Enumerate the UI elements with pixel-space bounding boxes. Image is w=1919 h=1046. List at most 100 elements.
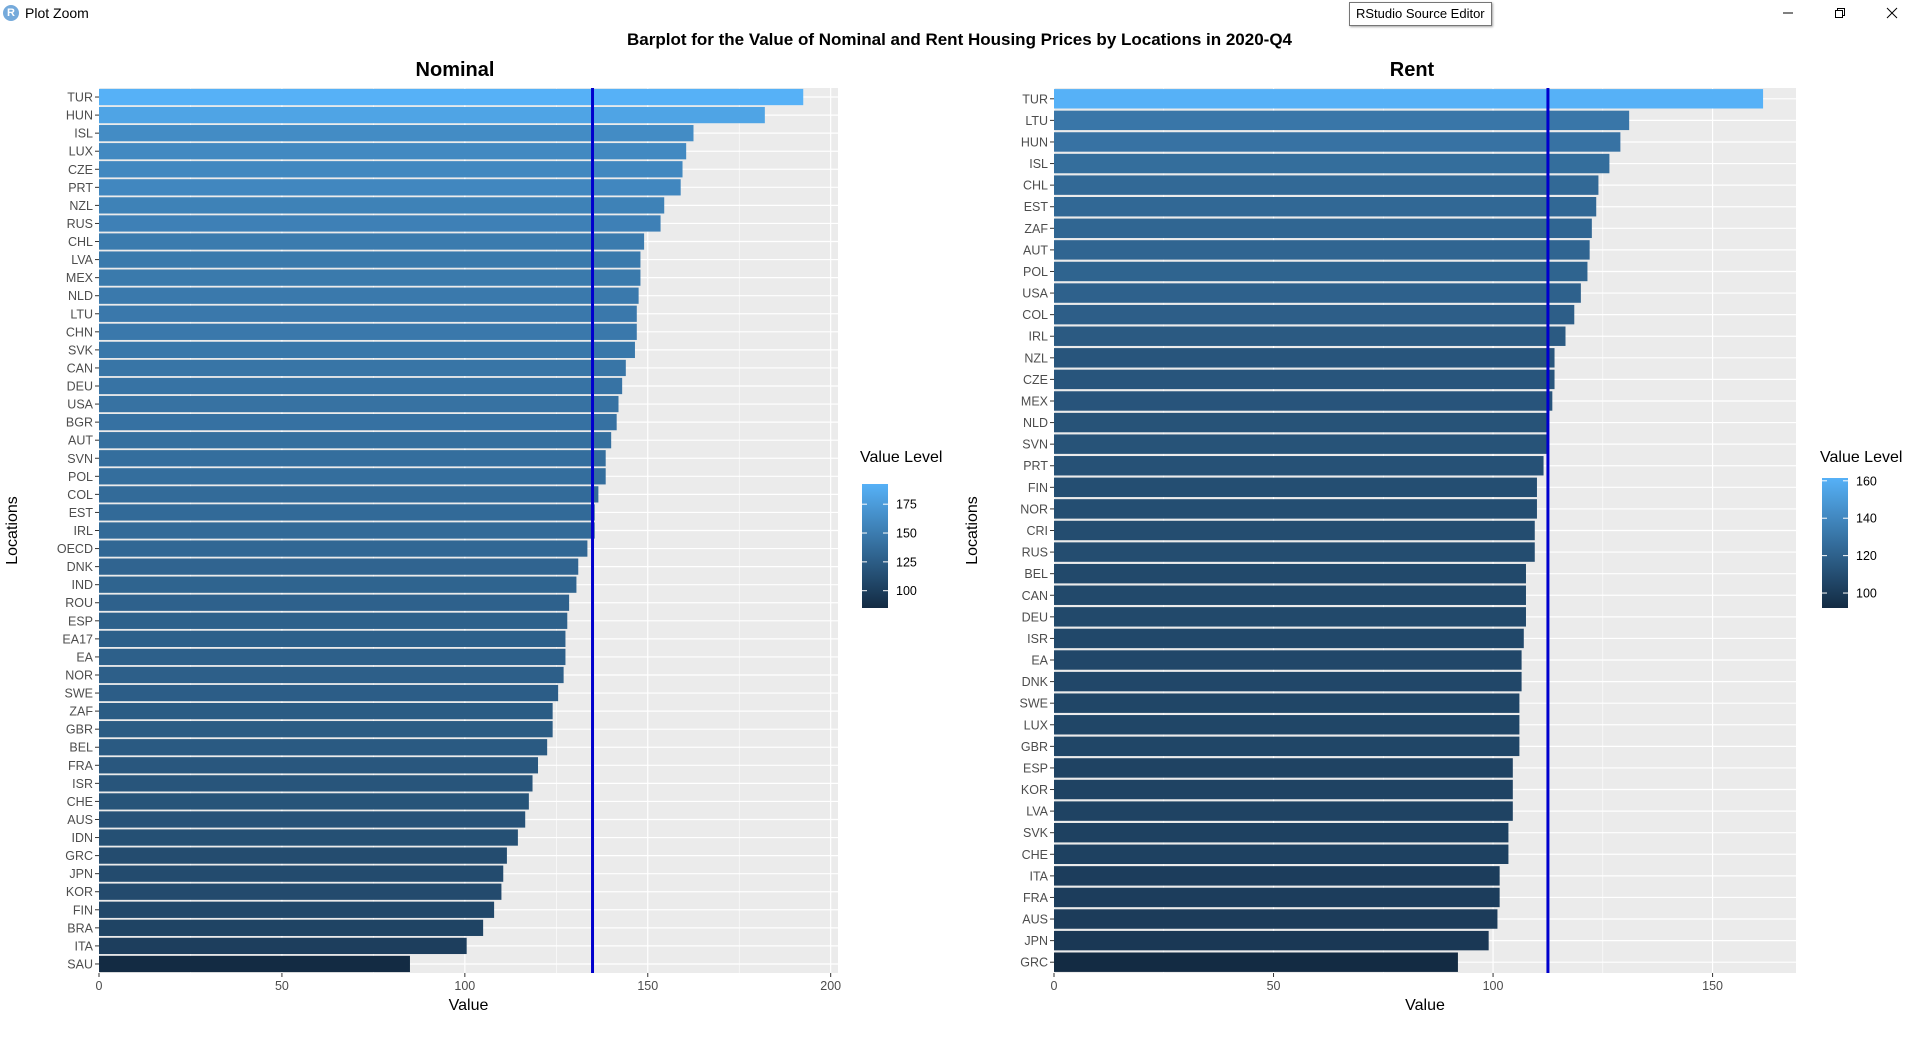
rent-ytick-label: BEL <box>1024 567 1048 581</box>
nominal-legend-label: 175 <box>896 498 917 512</box>
rent-ytick-label: KOR <box>1021 783 1048 797</box>
rent-ytick-label: NZL <box>1024 351 1048 365</box>
rent-xtick-label: 0 <box>1051 979 1058 993</box>
rent-bar-aut <box>1054 240 1590 260</box>
nominal-bar-mex <box>99 269 641 286</box>
nominal-panel-title: Nominal <box>416 59 495 81</box>
rent-x-axis-title: Value <box>1405 997 1445 1014</box>
rent-ytick-label: AUT <box>1023 243 1048 257</box>
nominal-bar-est <box>99 504 595 521</box>
nominal-bar-bel <box>99 739 548 756</box>
nominal-ytick-label: EA17 <box>62 632 93 646</box>
nominal-ytick-label: DNK <box>67 560 94 574</box>
nominal-ytick-label: IDN <box>71 831 93 845</box>
rent-ytick-label: AUS <box>1022 913 1048 927</box>
rent-bar-hun <box>1054 132 1621 152</box>
rent-bar-can <box>1054 585 1526 605</box>
nominal-xtick-label: 0 <box>96 979 103 993</box>
nominal-bar-idn <box>99 829 518 846</box>
rstudio-icon: R <box>3 5 19 21</box>
nominal-ytick-label: SVN <box>67 452 93 466</box>
rent-ytick-label: USA <box>1022 287 1048 301</box>
rent-ytick-label: CRI <box>1026 524 1048 538</box>
restore-button[interactable] <box>1817 0 1863 26</box>
nominal-bar-ita <box>99 937 467 955</box>
window-title: Plot Zoom <box>25 5 89 21</box>
nominal-bar-nld <box>99 287 639 304</box>
rent-legend-label: 140 <box>1856 512 1877 526</box>
nominal-bar-fra <box>99 757 539 774</box>
rent-ytick-label: RUS <box>1022 546 1048 560</box>
nominal-ytick-label: HUN <box>66 109 93 123</box>
rent-bar-gbr <box>1054 736 1520 757</box>
nominal-ytick-label: FRA <box>68 759 94 773</box>
rent-bar-nzl <box>1054 348 1555 368</box>
nominal-bar-nzl <box>99 197 665 214</box>
nominal-ytick-label: ZAF <box>69 705 93 719</box>
nominal-legend-colorbar <box>862 484 888 608</box>
nominal-bar-hun <box>99 106 765 124</box>
rent-bar-svn <box>1054 434 1548 454</box>
rent-ytick-label: ITA <box>1029 869 1048 883</box>
nominal-ytick-label: CHN <box>66 325 93 339</box>
window-titlebar: R Plot Zoom RStudio Source Editor <box>0 0 1919 26</box>
nominal-bar-oecd <box>99 540 588 557</box>
restore-icon <box>1835 8 1845 18</box>
nominal-ytick-label: BRA <box>67 921 93 935</box>
nominal-ytick-label: JPN <box>69 867 93 881</box>
nominal-ytick-label: SAU <box>67 957 93 971</box>
close-button[interactable] <box>1869 0 1915 26</box>
nominal-ytick-label: BGR <box>66 416 93 430</box>
tooltip-rstudio-source-editor: RStudio Source Editor <box>1349 2 1492 26</box>
nominal-bar-bra <box>99 919 484 936</box>
rent-ytick-label: CAN <box>1022 589 1048 603</box>
rent-bar-col <box>1054 304 1575 325</box>
rent-ytick-label: NOR <box>1020 502 1048 516</box>
rent-ytick-label: LTU <box>1025 114 1048 128</box>
rent-ytick-label: EA <box>1031 654 1048 668</box>
nominal-bar-rou <box>99 594 570 611</box>
rent-ytick-label: CHL <box>1023 179 1048 193</box>
rent-bar-deu <box>1054 607 1526 627</box>
rent-ytick-label: LVA <box>1026 805 1048 819</box>
nominal-ytick-label: FIN <box>73 903 93 917</box>
nominal-bar-lva <box>99 251 641 268</box>
rent-xtick-label: 150 <box>1702 979 1723 993</box>
minimize-button[interactable] <box>1765 0 1811 26</box>
nominal-ytick-label: CHE <box>67 795 93 809</box>
nominal-ytick-label: CZE <box>68 163 93 177</box>
nominal-legend-label: 100 <box>896 584 917 598</box>
rent-bar-usa <box>1054 283 1581 303</box>
nominal-ytick-label: DEU <box>67 380 93 394</box>
nominal-ytick-label: LTU <box>70 307 93 321</box>
rent-bar-dnk <box>1054 671 1522 692</box>
rent-bar-kor <box>1054 779 1513 800</box>
nominal-ytick-label: SVK <box>68 343 94 357</box>
nominal-bar-nor <box>99 666 564 684</box>
rent-bar-grc <box>1054 952 1458 972</box>
rent-bar-isl <box>1054 153 1610 174</box>
plot-canvas: TUR HUN ISL LUX CZE PRT NZL RUS CHL LVA MEX NLD LTU C… <box>4 59 1902 1014</box>
rent-ytick-label: MEX <box>1021 394 1049 408</box>
nominal-ytick-label: GBR <box>66 723 93 737</box>
rent-ytick-label: ISR <box>1027 632 1048 646</box>
rent-bar-svk <box>1054 822 1509 843</box>
rent-ytick-label: DNK <box>1022 675 1049 689</box>
rent-legend-title: Value Level <box>1820 449 1902 466</box>
nominal-bar-col <box>99 486 599 503</box>
nominal-ytick-label: AUS <box>67 813 93 827</box>
nominal-bar-deu <box>99 377 623 395</box>
rent-ytick-label: LUX <box>1024 718 1049 732</box>
rent-bar-swe <box>1054 693 1520 713</box>
nominal-ytick-label: SWE <box>65 687 93 701</box>
rent-xtick-label: 50 <box>1267 979 1281 993</box>
rent-legend-colorbar <box>1822 478 1848 608</box>
nominal-bar-usa <box>99 395 619 413</box>
rent-ytick-label: ESP <box>1023 761 1048 775</box>
nominal-ytick-label: LVA <box>71 253 93 267</box>
nominal-bar-irl <box>99 522 595 539</box>
rent-ytick-label: SWE <box>1020 697 1048 711</box>
nominal-y-axis-title: Locations <box>4 496 21 565</box>
rent-xtick-label: 100 <box>1483 979 1504 993</box>
rent-ytick-label: HUN <box>1021 135 1048 149</box>
